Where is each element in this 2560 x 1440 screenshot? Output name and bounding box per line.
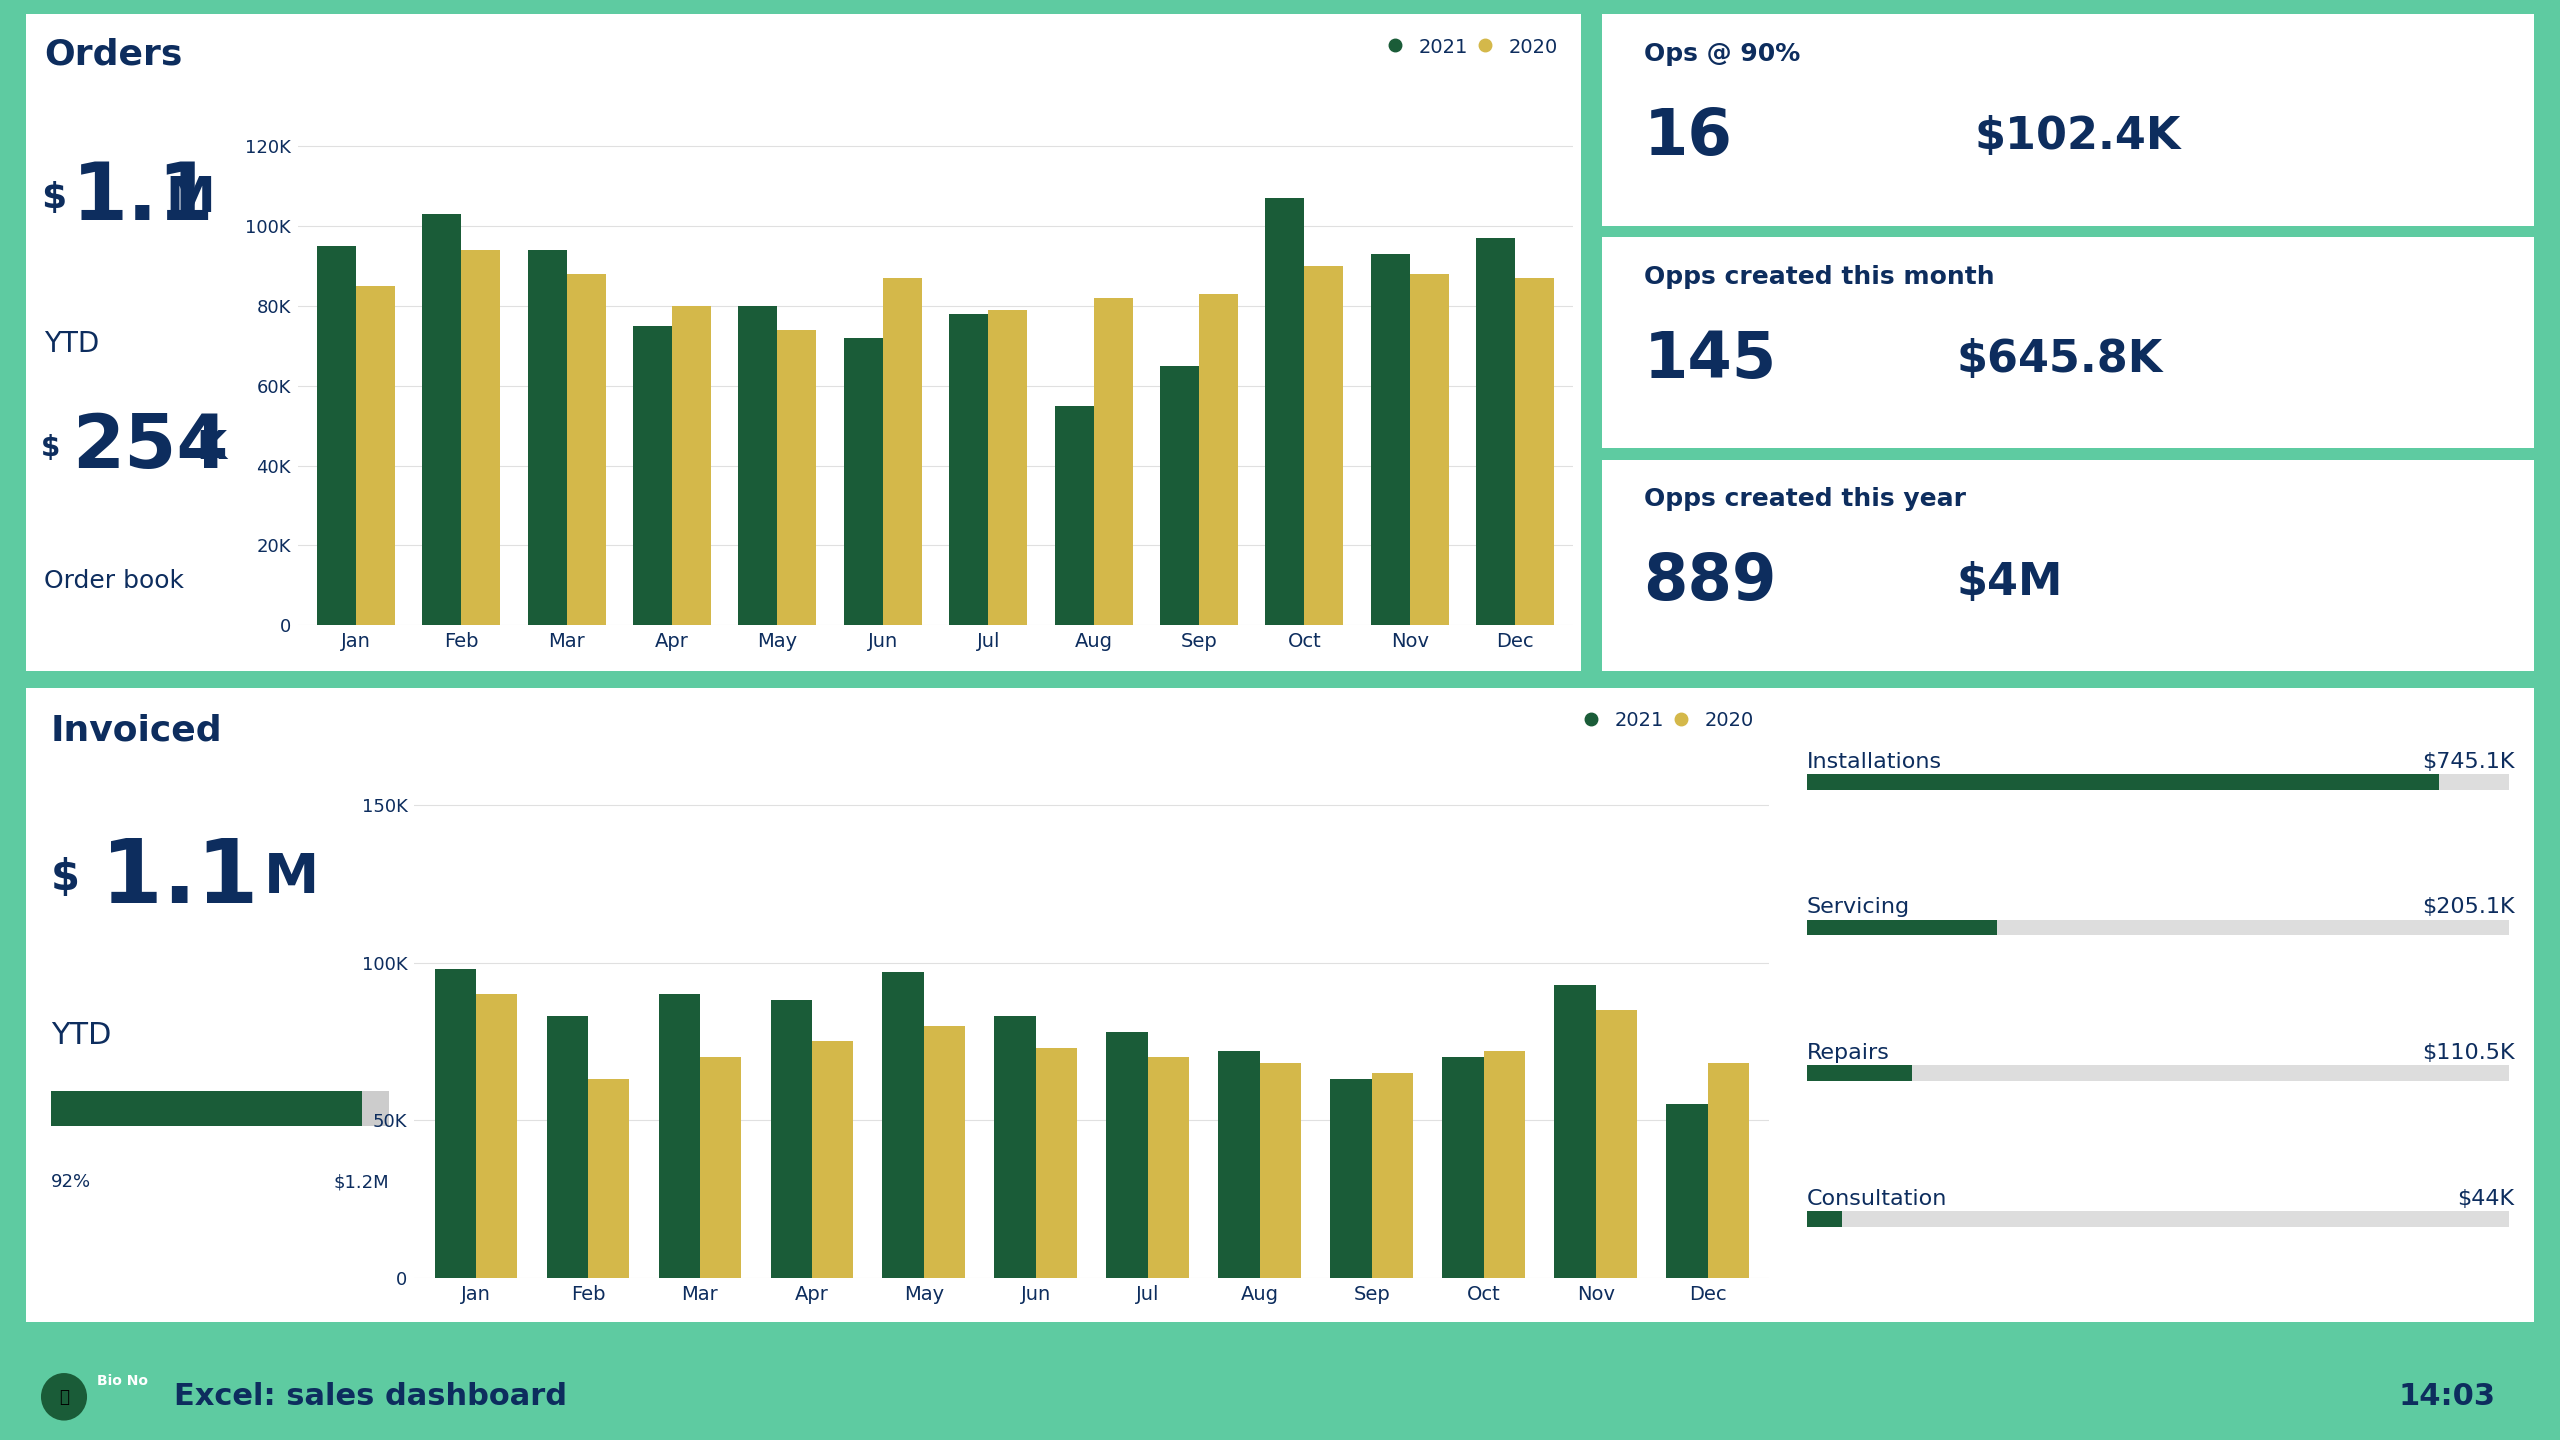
Bar (845, 338, 883, 625)
Bar (812, 1041, 852, 1277)
Bar (1807, 773, 2440, 789)
Ellipse shape (41, 1374, 87, 1420)
Text: M: M (264, 851, 320, 906)
Text: $205.1K: $205.1K (2422, 897, 2514, 917)
Bar (1093, 298, 1132, 625)
Text: 1.1: 1.1 (72, 160, 215, 238)
Text: Repairs: Repairs (1807, 1043, 1889, 1063)
Bar (356, 287, 394, 625)
Bar (1372, 253, 1411, 625)
Text: 16: 16 (1644, 107, 1733, 168)
Text: 889: 889 (1644, 552, 1777, 613)
Bar (1106, 1032, 1147, 1277)
Bar (1516, 278, 1554, 625)
Text: 14:03: 14:03 (2399, 1382, 2496, 1411)
Bar (1219, 1051, 1260, 1277)
Text: 1.1: 1.1 (100, 835, 259, 922)
Bar (1372, 1073, 1413, 1277)
Bar (1595, 1009, 1636, 1277)
Bar (1667, 1104, 1708, 1277)
Bar (993, 1017, 1037, 1277)
Bar (548, 1017, 589, 1277)
Bar (883, 972, 924, 1277)
Text: Opps created this month: Opps created this month (1644, 265, 1994, 288)
Bar (1037, 1048, 1078, 1277)
Text: $1.2M: $1.2M (333, 1174, 389, 1191)
Text: Bio No: Bio No (97, 1374, 148, 1388)
Text: Ops @ 90%: Ops @ 90% (1644, 42, 1800, 66)
Legend: 2021, 2020: 2021, 2020 (1382, 32, 1564, 62)
Text: 145: 145 (1644, 328, 1777, 390)
Legend: 2021, 2020: 2021, 2020 (1577, 706, 1759, 736)
Bar (1485, 1051, 1526, 1277)
Bar (673, 305, 712, 625)
Bar (1198, 294, 1239, 625)
Text: YTD: YTD (44, 330, 100, 357)
Bar (632, 325, 673, 625)
Bar (1147, 1057, 1190, 1277)
Bar (1055, 406, 1093, 625)
Text: Opps created this year: Opps created this year (1644, 487, 1966, 511)
Bar (435, 969, 476, 1277)
Bar (924, 1025, 965, 1277)
Text: $110.5K: $110.5K (2422, 1043, 2514, 1063)
Text: K: K (197, 429, 228, 467)
Text: Order book: Order book (44, 569, 184, 593)
Bar (51, 1090, 389, 1126)
Bar (1807, 773, 2509, 789)
Bar (527, 251, 566, 625)
Text: 🌿: 🌿 (59, 1388, 69, 1405)
Bar (1807, 1066, 1912, 1081)
Text: Orders: Orders (44, 37, 182, 72)
Text: YTD: YTD (51, 1021, 110, 1050)
Text: $102.4K: $102.4K (1974, 115, 2181, 158)
Bar (1441, 1057, 1485, 1277)
Text: M: M (166, 174, 215, 222)
Text: 92%: 92% (51, 1174, 90, 1191)
Bar (771, 1001, 812, 1277)
Text: $: $ (51, 857, 79, 900)
Text: $645.8K: $645.8K (1956, 338, 2163, 382)
Text: $: $ (41, 433, 61, 462)
Bar (699, 1057, 742, 1277)
Bar (658, 994, 699, 1277)
Bar (1807, 1211, 1843, 1227)
Bar (51, 1090, 364, 1126)
Bar (737, 305, 778, 625)
Bar (317, 246, 356, 625)
Bar (1807, 1211, 2509, 1227)
Text: $745.1K: $745.1K (2422, 752, 2514, 772)
Bar (476, 994, 517, 1277)
Text: Consultation: Consultation (1807, 1189, 1948, 1208)
Bar (1260, 1064, 1300, 1277)
Bar (988, 310, 1027, 625)
Bar (422, 215, 461, 625)
Bar (950, 314, 988, 625)
Bar (1708, 1064, 1748, 1277)
Bar (1411, 274, 1449, 625)
Text: Excel: sales dashboard: Excel: sales dashboard (174, 1382, 568, 1411)
Text: 254: 254 (72, 412, 228, 484)
Text: Invoiced: Invoiced (51, 714, 223, 747)
Text: $44K: $44K (2458, 1189, 2514, 1208)
Bar (1807, 1066, 2509, 1081)
Bar (1477, 238, 1516, 625)
Bar (778, 330, 817, 625)
Bar (589, 1079, 630, 1277)
Bar (461, 251, 499, 625)
Bar (1807, 920, 2509, 936)
Bar (1265, 199, 1306, 625)
Bar (1160, 366, 1198, 625)
Text: Servicing: Servicing (1807, 897, 1910, 917)
Text: $: $ (41, 181, 67, 215)
Bar (1554, 985, 1595, 1277)
Bar (883, 278, 922, 625)
Bar (566, 274, 607, 625)
Text: $4M: $4M (1956, 560, 2063, 603)
Bar (1331, 1079, 1372, 1277)
Bar (1807, 920, 1997, 936)
Bar (1306, 266, 1344, 625)
Text: Installations: Installations (1807, 752, 1943, 772)
